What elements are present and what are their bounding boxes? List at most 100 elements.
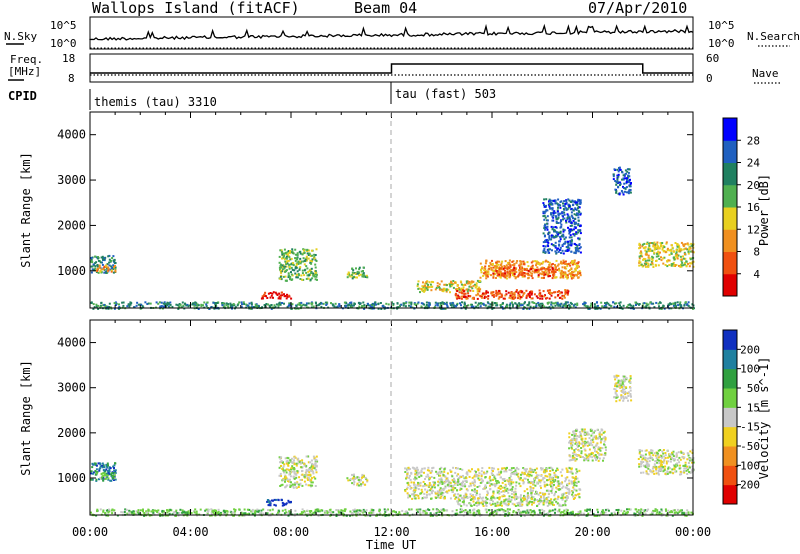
cell-12	[193, 304, 196, 307]
cell-6	[502, 297, 505, 300]
cell-5	[519, 494, 522, 497]
cell-9	[655, 457, 658, 459]
cell-5	[568, 492, 571, 495]
cell-9	[562, 218, 564, 221]
cell-6	[555, 500, 558, 503]
cell-0	[94, 255, 97, 258]
cell-12	[227, 305, 230, 308]
cell-5	[454, 497, 457, 500]
cell-12	[436, 302, 439, 305]
cell-7	[599, 441, 602, 444]
cell-9	[573, 242, 576, 245]
cell-5	[505, 467, 508, 470]
cell-5	[528, 470, 531, 473]
cell-5	[443, 470, 446, 473]
cell-3	[290, 468, 292, 471]
cell-12	[554, 301, 557, 304]
cell-4	[355, 476, 358, 479]
cell-5	[559, 482, 562, 485]
cell-5	[501, 467, 504, 470]
cell-3	[280, 456, 283, 459]
cell-9	[559, 231, 562, 234]
cell-5	[514, 491, 517, 494]
cell-6	[495, 289, 498, 292]
cell-7	[579, 455, 582, 458]
cell-9	[563, 205, 566, 208]
cell-7	[578, 436, 581, 438]
cell-9	[568, 216, 571, 219]
cell-12	[122, 304, 125, 307]
cell-5	[563, 492, 566, 495]
cell-12	[606, 301, 608, 304]
cell-11	[680, 265, 683, 268]
cell-6	[564, 289, 567, 291]
cell-5	[572, 491, 574, 494]
cell-5	[418, 476, 421, 478]
cell-3	[314, 263, 317, 266]
cell-5	[431, 469, 433, 472]
cell-12	[409, 305, 412, 308]
cell-9	[552, 244, 555, 246]
cell-6	[559, 292, 562, 295]
cell-3	[290, 251, 293, 253]
cell-5	[413, 467, 416, 470]
cell-9	[563, 238, 566, 241]
cell-5	[444, 497, 446, 500]
cell-3	[297, 486, 300, 488]
cell-6	[516, 502, 519, 505]
cell-12	[230, 304, 232, 307]
cell-12	[427, 305, 430, 308]
cell-11	[644, 260, 647, 262]
cell-5	[451, 491, 454, 493]
cell-11	[689, 247, 692, 250]
cell-3	[284, 279, 287, 282]
cell-5	[515, 473, 518, 476]
cell-12	[320, 305, 323, 308]
cell-5	[535, 471, 538, 474]
cell-5	[448, 480, 451, 483]
cell-9	[576, 213, 579, 216]
cell-3	[279, 472, 282, 475]
cell-11	[657, 253, 660, 256]
cell-8	[618, 385, 621, 388]
cell-6	[503, 499, 506, 502]
cell-7	[535, 270, 538, 273]
cell-6	[498, 498, 501, 501]
cell-3	[303, 480, 306, 483]
cell-8	[497, 270, 500, 273]
cell-7	[589, 428, 592, 431]
cell-12	[298, 302, 301, 305]
cell-9	[542, 212, 545, 215]
cell-3	[286, 253, 289, 256]
cell-7	[537, 261, 540, 264]
cell-3	[305, 277, 308, 280]
cell-9	[662, 452, 665, 455]
cell-4	[351, 473, 353, 476]
cell-9	[688, 459, 691, 462]
cell-10	[617, 170, 620, 173]
cell-12	[359, 302, 362, 305]
cell-9	[545, 226, 548, 229]
cell-5	[489, 479, 492, 482]
cell-7	[582, 430, 585, 433]
cell-4	[365, 478, 368, 481]
cell-5	[479, 288, 482, 291]
cell-3	[280, 278, 283, 281]
cell-7	[593, 447, 596, 450]
cell-6	[546, 499, 549, 502]
cell-5	[514, 487, 517, 490]
y-tick-label: 1000	[57, 264, 86, 278]
cell-12	[460, 304, 462, 307]
cell-9	[652, 454, 655, 457]
cell-7	[576, 444, 579, 447]
cell-6	[531, 297, 534, 300]
cell-6	[562, 504, 565, 507]
cell-6	[556, 290, 559, 293]
cell-3	[292, 264, 295, 267]
cell-5	[502, 490, 505, 493]
cell-5	[530, 494, 533, 497]
cell-11	[641, 255, 644, 258]
cell-5	[418, 287, 421, 290]
cell-5	[577, 480, 580, 483]
y-tick-label: 3000	[57, 173, 86, 187]
